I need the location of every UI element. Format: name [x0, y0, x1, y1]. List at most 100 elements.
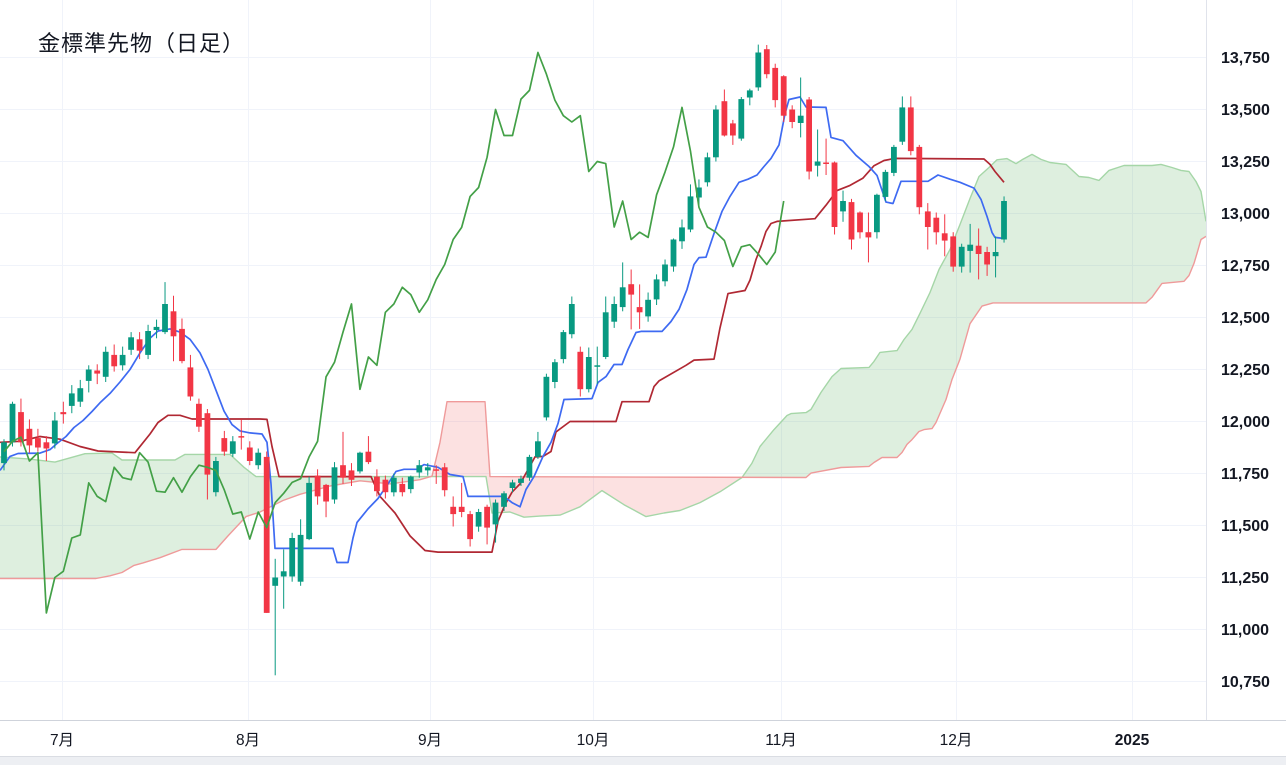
candle-body [891, 146, 897, 173]
candle-body [882, 171, 889, 197]
kijun-sen-line [0, 157, 1005, 553]
candle-body [814, 161, 821, 166]
chikou-span-line [3, 51, 785, 614]
candle-body [780, 76, 787, 116]
price-axis-label[interactable]: 11,250 [1221, 570, 1269, 587]
candle-body [602, 312, 609, 357]
candle-body [102, 351, 109, 377]
candle-body [272, 577, 279, 586]
candle-body [111, 354, 118, 367]
candle-body [831, 162, 838, 227]
candle-body [568, 304, 575, 335]
candle-body [865, 232, 872, 238]
time-axis-label[interactable]: 2025 [1115, 732, 1150, 749]
candle-body [162, 304, 168, 333]
candle-body [950, 236, 957, 267]
candle-body [984, 252, 990, 265]
candle-body [679, 227, 685, 242]
price-axis-label[interactable]: 13,750 [1221, 50, 1270, 67]
candle-body [467, 514, 473, 540]
price-axis-label[interactable]: 12,500 [1221, 310, 1270, 327]
candle-body [916, 146, 923, 208]
price-axis-label[interactable]: 13,500 [1221, 102, 1270, 119]
candle-body [94, 370, 101, 374]
price-axis-label[interactable]: 12,000 [1221, 414, 1270, 431]
price-axis-label[interactable]: 13,000 [1221, 206, 1270, 223]
candle-body [967, 244, 974, 251]
candle-body [255, 452, 262, 466]
bottom-toolbar-strip [0, 756, 1286, 765]
candle-body [594, 365, 601, 367]
candle-body [670, 239, 677, 267]
candle-body [941, 233, 948, 241]
candle-body [187, 367, 194, 397]
senkou-span-a-line [0, 153, 1207, 518]
candle-body [153, 326, 160, 330]
candle-body [416, 465, 423, 473]
candle-body [992, 252, 999, 257]
candle-body [924, 211, 931, 227]
price-axis-label[interactable]: 11,500 [1221, 518, 1269, 535]
candle-body [382, 479, 389, 493]
candle-body [433, 469, 440, 471]
time-axis-label[interactable]: 7月 [50, 732, 74, 749]
candle-body [136, 339, 143, 351]
candle-body [730, 123, 736, 136]
time-axis-label[interactable]: 11月 [765, 732, 797, 749]
candle-body [560, 332, 567, 360]
candle-body [721, 101, 728, 136]
time-axis-label[interactable]: 12月 [940, 732, 973, 749]
candle-body [509, 482, 516, 488]
candle-body [26, 428, 33, 446]
time-axis-label[interactable]: 8月 [236, 732, 260, 749]
candle-body [170, 311, 177, 337]
candle-body [687, 196, 694, 230]
price-axis-label[interactable]: 12,250 [1221, 362, 1270, 379]
candle-body [933, 217, 940, 233]
candle-body [662, 264, 668, 282]
candle-body [145, 331, 151, 355]
candle-body [238, 436, 245, 438]
candle-body [958, 246, 965, 267]
candle-body [348, 470, 355, 480]
candle-body [611, 304, 618, 322]
candle-body [9, 403, 16, 443]
candle-body [179, 328, 185, 362]
candle-body [543, 376, 550, 418]
candle-body [738, 99, 745, 139]
price-axis-label[interactable]: 10,750 [1221, 674, 1270, 691]
price-axis-label[interactable]: 11,750 [1221, 466, 1269, 483]
candle-body [340, 465, 346, 478]
candle-body [196, 403, 202, 427]
candle-body [365, 451, 372, 463]
candle-body [314, 475, 321, 497]
candle-body [797, 115, 804, 123]
candle-body [374, 476, 380, 492]
candle-body [484, 506, 490, 528]
candle-body [323, 484, 329, 502]
candle-body [713, 109, 719, 158]
ichimoku-cloud-bullish [0, 453, 432, 579]
candle-body [18, 412, 24, 443]
candle-body [60, 412, 67, 415]
candle-body [501, 493, 507, 507]
candle-body [975, 245, 982, 254]
candle-body [1001, 201, 1007, 240]
candle-body [399, 483, 406, 493]
candle-body [1, 442, 7, 464]
candle-body [585, 357, 592, 390]
candle-body [475, 512, 482, 527]
price-axis-label[interactable]: 12,750 [1221, 258, 1270, 275]
candle-body [450, 506, 457, 515]
candle-body [280, 571, 287, 577]
candle-body [772, 67, 779, 101]
candle-body [628, 284, 635, 295]
time-axis-label[interactable]: 10月 [577, 732, 610, 749]
price-axis-label[interactable]: 11,000 [1221, 622, 1269, 639]
candle-body [357, 452, 363, 472]
chart-title: 金標準先物（日足） [38, 31, 246, 56]
candle-body [789, 109, 796, 122]
time-axis-label[interactable]: 9月 [418, 732, 442, 749]
price-axis-label[interactable]: 13,250 [1221, 154, 1270, 171]
